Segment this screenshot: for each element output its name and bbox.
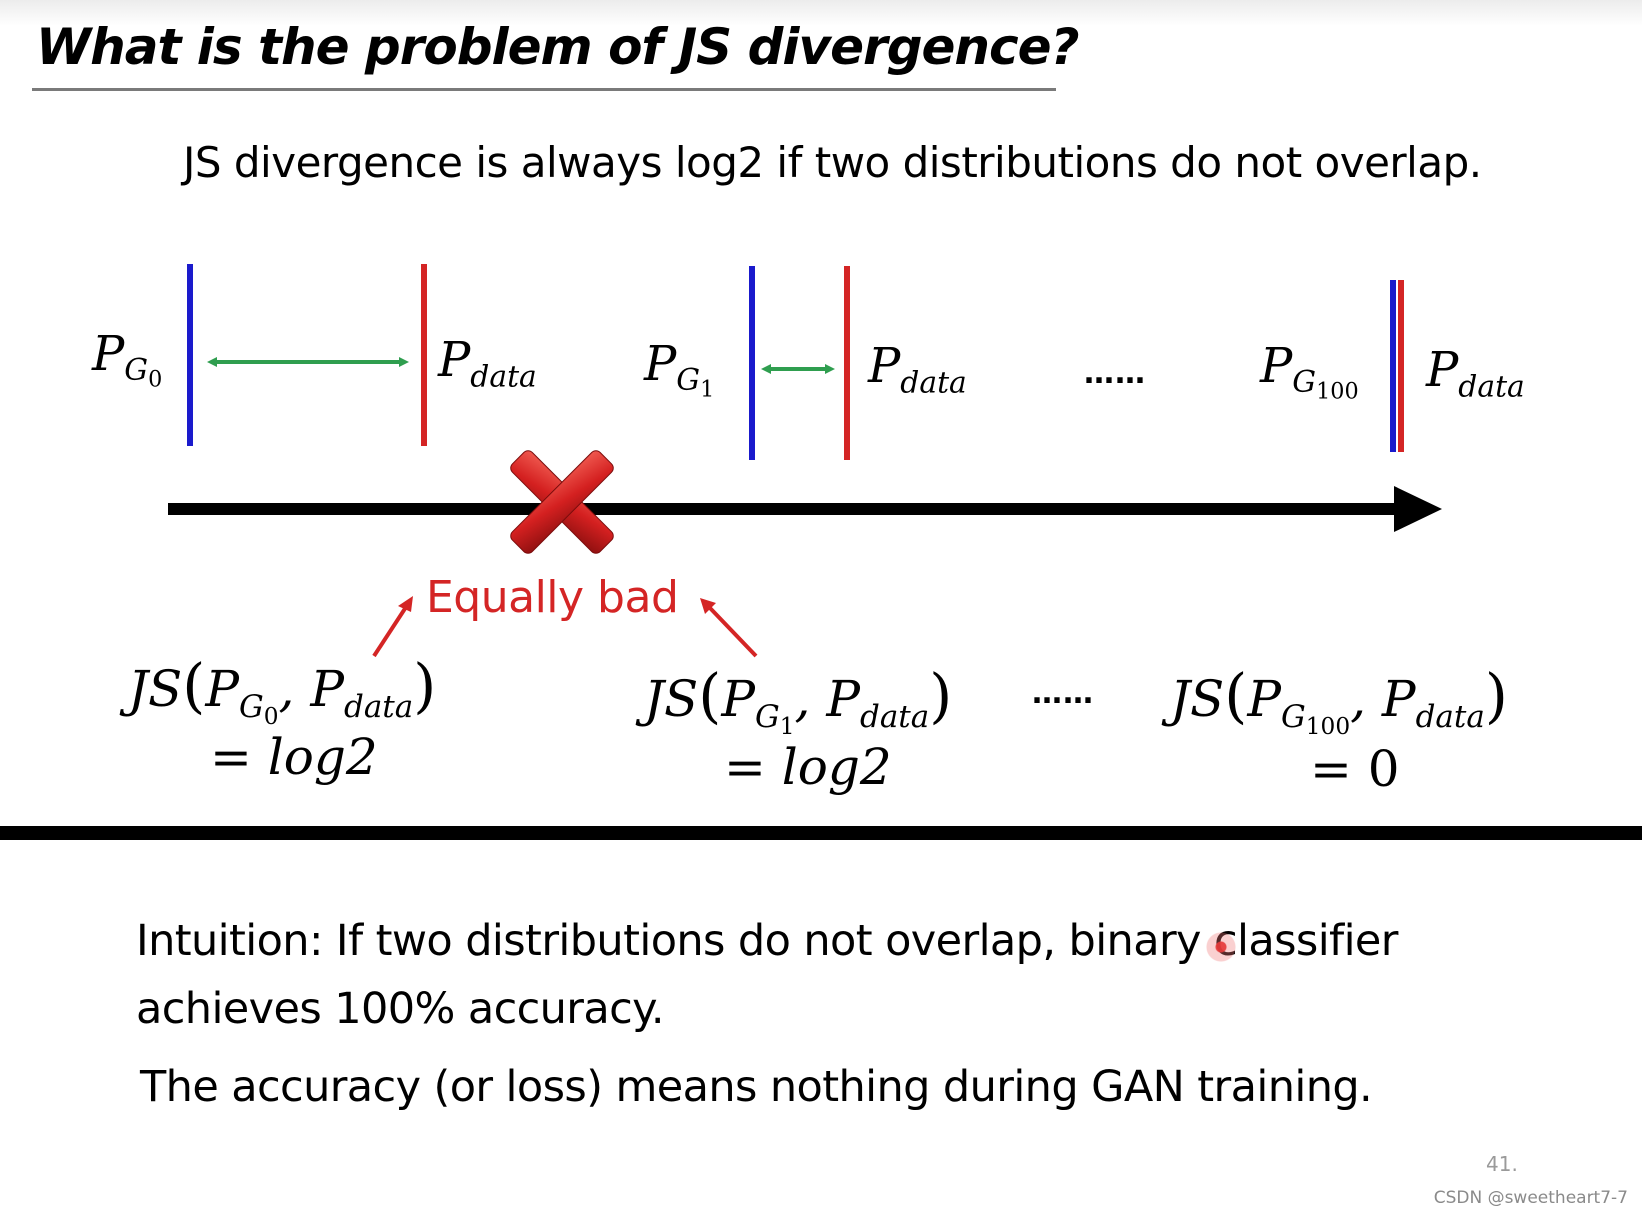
intuition-line-2: achieves 100% accuracy. [136,984,665,1034]
generator-label-0: PG0 [92,326,163,394]
title-underline [32,88,1056,91]
generator-label-100: PG100 [1260,338,1359,406]
js-equation-0: JS(PG0, Pdata) [128,651,437,730]
red-x-icon [510,450,614,554]
watermark: CSDN @sweetheart7-7 [1433,1188,1628,1208]
pointer-arrow-right [708,606,758,658]
pointer-arrowhead-left [398,596,413,612]
axis-arrowhead [1394,486,1442,532]
slide-title: What is the problem of JS divergence? [36,18,1080,76]
js-result-100: = 0 [1310,740,1400,798]
intuition-line-1: Intuition: If two distributions do not o… [136,916,1398,966]
ellipsis-top: …… [1084,356,1146,391]
pointer-arrowhead-right [700,598,716,614]
data-label-0: Pdata [438,332,537,395]
laser-pointer-icon [1206,932,1236,962]
js-equation-100: JS(PG100, Pdata) [1170,661,1508,740]
data-label-100: Pdata [1426,342,1525,405]
page-number: 41. [1486,1152,1518,1176]
slide-subtitle: JS divergence is always log2 if two dist… [183,138,1482,187]
ellipsis-bottom: …… [1032,676,1094,711]
data-label-1: Pdata [868,338,967,401]
js-result-0: = log2 [210,728,378,786]
section-divider [0,826,1642,840]
pointer-arrow-left [372,602,410,658]
top-fade [0,0,1642,26]
conclusion-text: The accuracy (or loss) means nothing dur… [140,1062,1373,1112]
js-equation-1: JS(PG1, Pdata) [644,661,953,740]
js-result-1: = log2 [724,738,892,796]
generator-label-1: PG1 [644,336,715,404]
equally-bad-label: Equally bad [426,572,679,623]
